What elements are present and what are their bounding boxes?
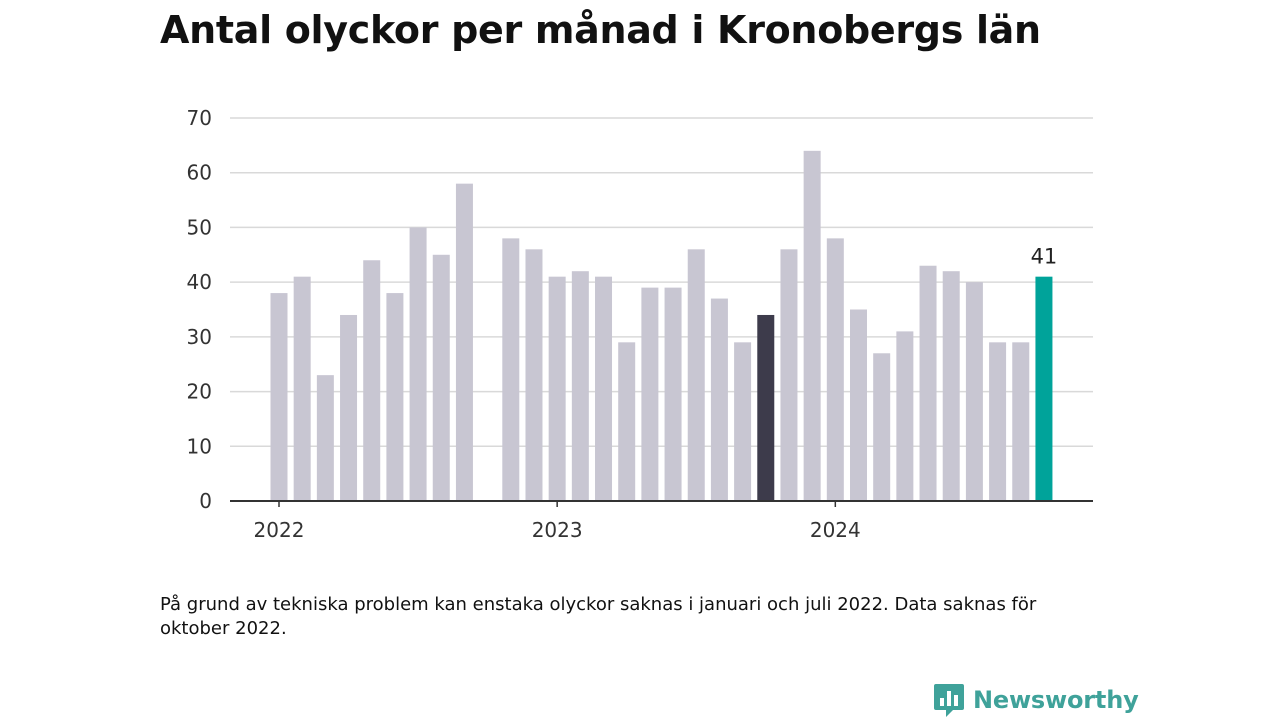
bar-2023-07 xyxy=(687,249,705,501)
bar-2022-08 xyxy=(432,254,450,501)
bar-2022-05 xyxy=(363,260,381,501)
bar-2022-01 xyxy=(270,293,288,501)
bar-2023-12 xyxy=(803,150,821,502)
chart-title: Antal olyckor per månad i Kronobergs län xyxy=(160,8,1041,52)
bar-2022-12 xyxy=(525,249,543,501)
bar-2023-10 xyxy=(757,314,775,501)
newsworthy-logo-icon xyxy=(934,684,964,717)
bar-2024-10 xyxy=(1035,276,1053,501)
bar-2024-01 xyxy=(826,238,844,501)
bar-2024-04 xyxy=(896,331,914,501)
y-tick-label: 60 xyxy=(187,161,212,185)
bar-2022-03 xyxy=(316,375,334,501)
y-tick-label: 40 xyxy=(187,270,212,294)
bar-2023-08 xyxy=(710,298,728,501)
y-tick-label: 20 xyxy=(187,380,212,404)
y-tick-label: 50 xyxy=(187,215,212,239)
bar-2022-04 xyxy=(340,314,358,501)
y-tick-label: 70 xyxy=(187,106,212,130)
bar-2024-05 xyxy=(919,265,937,501)
bar-2022-07 xyxy=(409,227,427,501)
bar-2024-02 xyxy=(850,309,867,501)
bar-2024-03 xyxy=(873,353,891,501)
bar-2022-09 xyxy=(455,183,473,501)
y-tick-label: 30 xyxy=(187,325,212,349)
bar-2023-06 xyxy=(664,287,682,501)
y-tick-label: 10 xyxy=(187,434,212,458)
bar-2023-01 xyxy=(548,276,566,501)
bar-2024-08 xyxy=(989,342,1007,501)
x-tick-label: 2022 xyxy=(254,518,305,542)
bar-2023-02 xyxy=(571,271,589,501)
x-tick-label: 2023 xyxy=(532,518,583,542)
bar-2022-02 xyxy=(293,276,311,501)
bar-2023-09 xyxy=(734,342,752,501)
bar-2022-06 xyxy=(386,293,404,501)
bars xyxy=(270,150,1053,502)
y-axis-ticks: 0 10 20 30 40 50 60 70 xyxy=(187,106,212,513)
bar-2023-11 xyxy=(780,249,798,501)
data-labels: 41 xyxy=(1031,245,1058,269)
bar-2022-11 xyxy=(502,238,520,501)
latest-value-label: 41 xyxy=(1031,245,1058,269)
bar-2023-03 xyxy=(595,276,613,501)
x-axis: 2022 2023 2024 xyxy=(230,500,1093,542)
bar-chart: 0 10 20 30 40 50 60 70 2022 2023 2024 41 xyxy=(187,106,1093,542)
bar-2024-06 xyxy=(942,271,960,501)
y-tick-label: 0 xyxy=(199,489,212,513)
footnote: På grund av tekniska problem kan enstaka… xyxy=(160,594,1037,639)
brand-name: Newsworthy xyxy=(973,686,1139,714)
bar-2024-09 xyxy=(1012,342,1030,501)
grid-lines xyxy=(230,117,1093,448)
bar-2023-05 xyxy=(641,287,659,501)
x-tick-label: 2024 xyxy=(810,518,861,542)
bar-2023-04 xyxy=(618,342,636,501)
bar-2024-07 xyxy=(965,282,983,501)
brand-logo: Newsworthy xyxy=(933,682,1139,718)
